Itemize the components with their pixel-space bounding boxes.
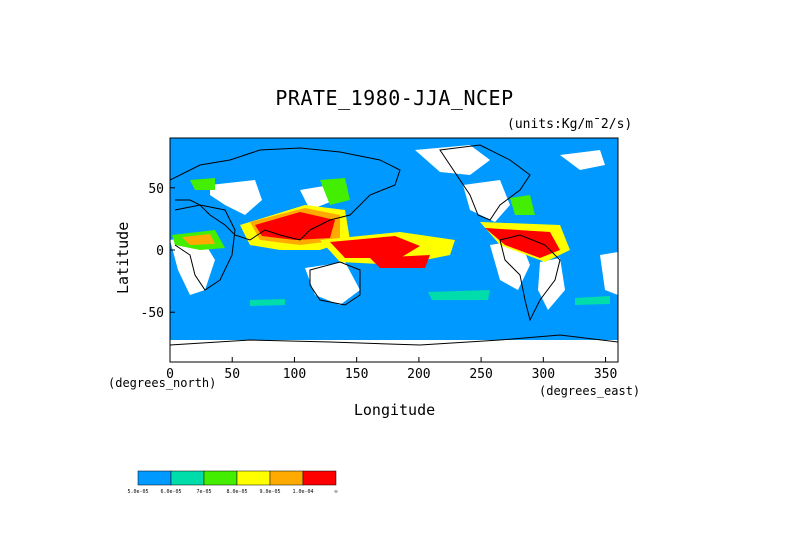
y-tick-label: 0	[156, 244, 164, 259]
colorbar: 5.0e-05 6.0e-05 7e-05 8.0e-05 9.0e-05 1.0e-04…	[127, 470, 338, 495]
colorbar-label: 5.0e-05	[127, 489, 148, 495]
colorbar-label: 7e-05	[196, 489, 211, 495]
colorbar-swatch	[269, 470, 304, 486]
blob-europe-green	[190, 178, 215, 190]
blob-satlantic-teal	[575, 296, 610, 305]
x-tick-label: 300	[532, 367, 555, 382]
x-tick-label: 0	[166, 367, 174, 382]
blob-usa-green	[510, 195, 535, 215]
x-axis-label: Longitude	[353, 401, 436, 419]
blob-spcz-red	[370, 255, 430, 268]
coastlines	[170, 144, 618, 346]
x-tick-label: 150	[345, 367, 368, 382]
colorbar-label: 6.0e-05	[160, 489, 181, 495]
colorbar-swatch	[170, 470, 205, 486]
y-tick-label: 50	[148, 182, 164, 197]
colorbar-swatch	[236, 470, 271, 486]
colorbar-swatch	[203, 470, 238, 486]
colorbar-label: 8.0e-05	[226, 489, 247, 495]
x-tick-label: 100	[283, 367, 306, 382]
x-tick-label: 350	[594, 367, 617, 382]
x-tick-label: 50	[224, 367, 240, 382]
colorbar-swatch	[137, 470, 172, 486]
x-tick-label: 200	[407, 367, 430, 382]
blob-africa-orange	[182, 234, 215, 245]
precip-blobs	[172, 178, 610, 306]
x-unit-label: (degrees_east)	[539, 384, 641, 398]
blob-spacific-teal	[428, 290, 490, 300]
colorbar-label: 1.0e-04	[292, 489, 313, 495]
colorbar-label: ∞	[334, 489, 337, 495]
x-ticks: 0 50 100 150 200 250 300 350	[166, 357, 617, 382]
y-unit-label: (degrees_north)	[108, 376, 217, 390]
chart-title: PRATE_1980-JJA_NCEP	[275, 86, 514, 110]
y-ticks: 50 0 -50	[141, 182, 175, 321]
colorbar-label: 9.0e-05	[259, 489, 280, 495]
blob-japan-green	[320, 178, 350, 205]
x-tick-label: 250	[469, 367, 492, 382]
y-tick-label: -50	[141, 306, 164, 321]
blob-indian-teal	[250, 299, 285, 306]
blob-wpac-red	[330, 236, 420, 258]
colorbar-swatch	[302, 470, 337, 486]
blob-camerica-red	[485, 228, 560, 258]
units-label: (units:Kg/m¯2/s)	[507, 117, 633, 132]
precip-field	[170, 138, 618, 362]
